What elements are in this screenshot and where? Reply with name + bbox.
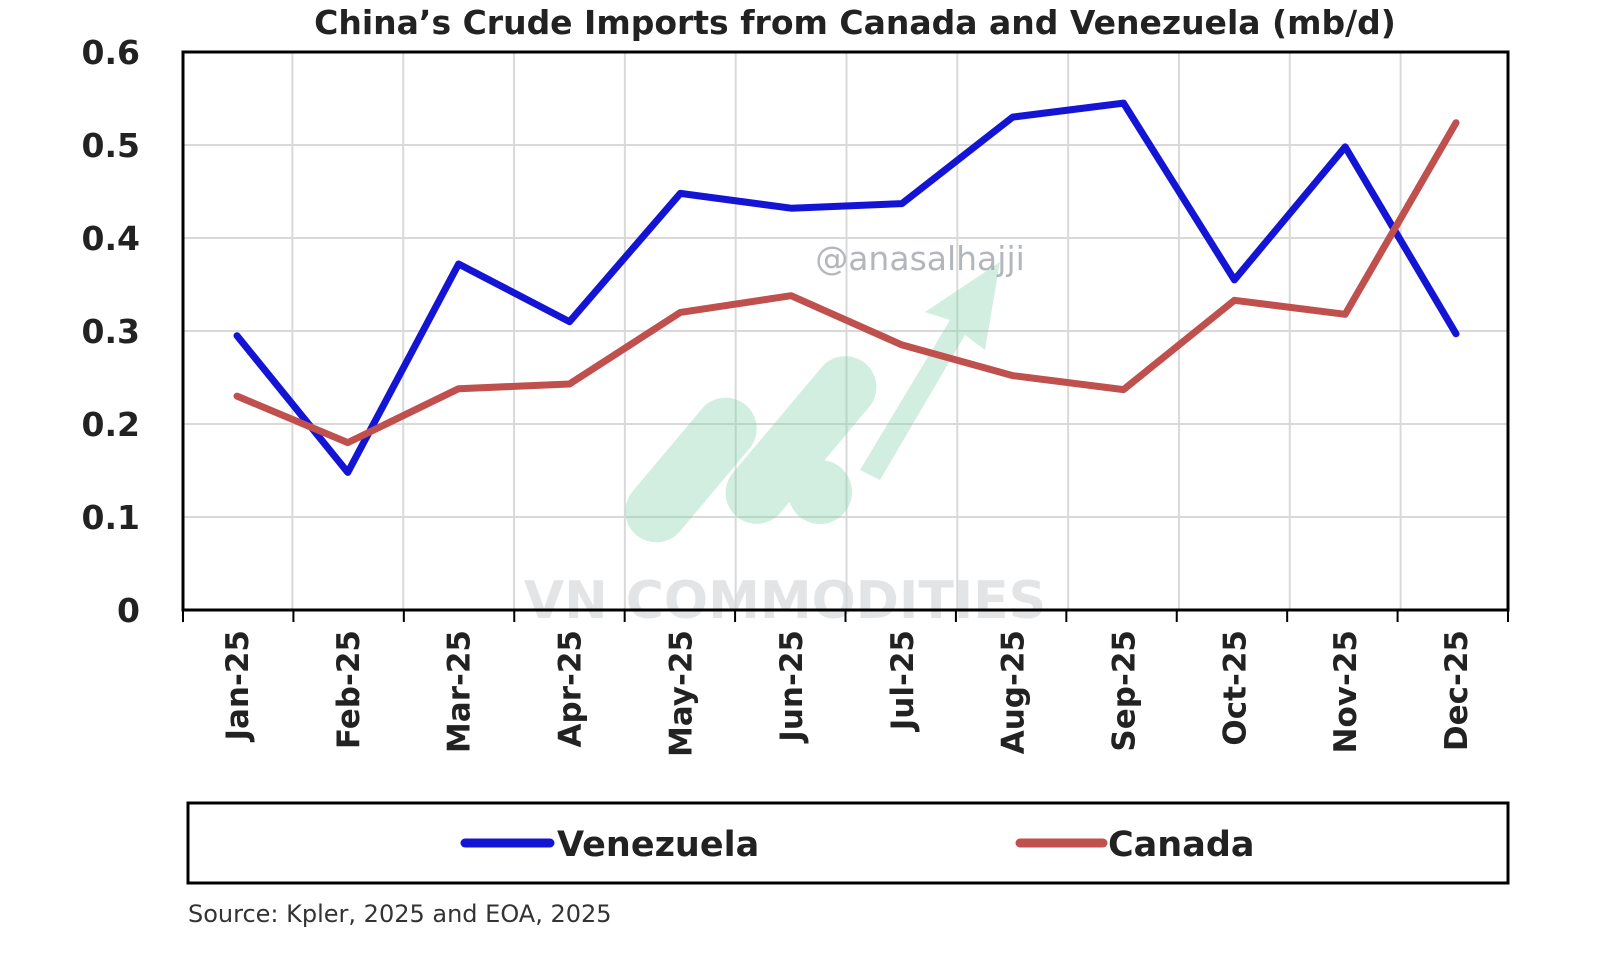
watermark-handle: @anasalhajji xyxy=(815,239,1025,278)
x-tick-label: Feb-25 xyxy=(331,630,367,749)
x-tick-label: May-25 xyxy=(663,630,699,757)
y-tick-label: 0.5 xyxy=(82,126,140,165)
y-tick-label: 0.3 xyxy=(82,312,140,351)
x-tick-label: Jul-25 xyxy=(885,630,921,732)
y-tick-label: 0.2 xyxy=(82,405,140,444)
y-tick-label: 0.4 xyxy=(82,219,140,258)
y-axis: 0 0.1 0.2 0.3 0.4 0.5 0.6 xyxy=(82,33,140,630)
x-tick-label: Oct-25 xyxy=(1217,630,1253,746)
x-tick-label: Dec-25 xyxy=(1439,630,1475,751)
x-tick-label: Jan-25 xyxy=(220,630,256,743)
watermark-brand: VN COMMODITIES xyxy=(524,571,1046,631)
legend-box xyxy=(188,803,1508,883)
y-tick-label: 0.1 xyxy=(82,498,140,537)
x-axis: Jan-25 Feb-25 Mar-25 Apr-25 May-25 Jun-25 Jul-… xyxy=(220,630,1475,757)
legend-label-canada: Canada xyxy=(1108,825,1255,865)
x-tick-label: Sep-25 xyxy=(1107,630,1143,752)
source-note: Source: Kpler, 2025 and EOA, 2025 xyxy=(188,900,612,928)
x-tick-label: Mar-25 xyxy=(442,630,478,753)
legend: Venezuela Canada xyxy=(188,803,1508,883)
grid xyxy=(183,52,1508,610)
x-tick-label: Jun-25 xyxy=(774,630,810,744)
x-tick-label: Nov-25 xyxy=(1328,630,1364,753)
chart-title: China’s Crude Imports from Canada and Ve… xyxy=(314,3,1396,42)
y-tick-label: 0 xyxy=(117,591,140,630)
y-tick-label: 0.6 xyxy=(82,33,140,72)
x-tick-label: Apr-25 xyxy=(552,630,588,747)
x-tick-label: Aug-25 xyxy=(996,630,1032,754)
legend-label-venezuela: Venezuela xyxy=(557,825,759,865)
